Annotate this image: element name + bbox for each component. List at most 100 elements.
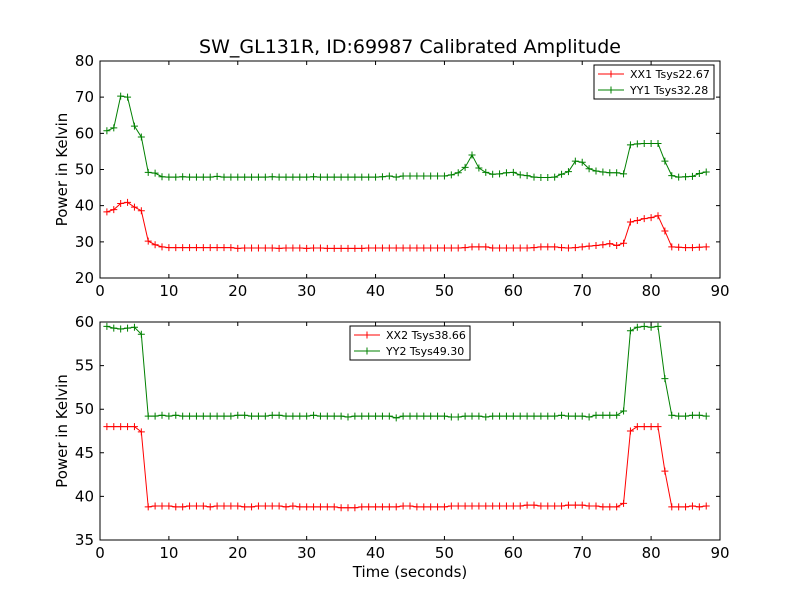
data-point	[227, 173, 235, 181]
data-point	[282, 503, 290, 511]
x-tick-label: 40	[366, 544, 385, 562]
data-point	[124, 324, 132, 332]
x-tick-label: 50	[435, 282, 454, 300]
data-point	[516, 502, 524, 510]
data-point	[206, 173, 214, 181]
data-point	[661, 227, 669, 235]
figure-title: SW_GL131R, ID:69987 Calibrated Amplitude	[199, 36, 621, 58]
data-point	[103, 208, 111, 216]
data-point	[647, 214, 655, 222]
data-point	[668, 243, 676, 251]
data-point	[427, 503, 435, 511]
data-point	[303, 503, 311, 511]
data-point	[358, 503, 366, 511]
data-point	[337, 244, 345, 252]
data-point	[110, 124, 118, 132]
data-point	[248, 244, 256, 252]
data-point	[268, 411, 276, 419]
legend: XX2 Tsys38.66 YY2 Tsys49.30	[349, 325, 471, 361]
data-point	[461, 412, 469, 420]
data-point	[165, 502, 173, 510]
data-point	[571, 244, 579, 252]
data-point	[475, 243, 483, 251]
data-point	[427, 244, 435, 252]
y-axis-label: Power in Kelvin	[53, 113, 71, 227]
data-point	[633, 323, 641, 331]
data-point	[620, 239, 628, 247]
data-point	[620, 499, 628, 507]
data-point	[406, 502, 414, 510]
data-point	[633, 140, 641, 148]
data-point	[509, 168, 517, 176]
y-tick-label: 40	[75, 487, 94, 505]
data-point	[254, 502, 262, 510]
data-point	[454, 244, 462, 252]
data-point	[551, 412, 559, 420]
y-tick-label: 40	[75, 197, 94, 215]
data-point	[578, 243, 586, 251]
data-point	[254, 412, 262, 420]
data-point	[351, 412, 359, 420]
data-point	[144, 168, 152, 176]
data-point	[296, 412, 304, 420]
data-point	[606, 169, 614, 177]
top-plot: 0 10 20 30 40 50 60 70 80 90 20 30 40 50 60 70 80 Power i…	[53, 52, 730, 300]
x-tick-label: 90	[710, 544, 729, 562]
data-point	[475, 164, 483, 172]
data-point	[275, 244, 283, 252]
data-point	[261, 173, 269, 181]
data-point	[496, 244, 504, 252]
data-point	[647, 139, 655, 147]
data-point	[310, 244, 318, 252]
data-point	[420, 172, 428, 180]
data-point	[544, 243, 552, 251]
bottom-plot: 0 10 20 30 40 50 60 70 80 90 35 40 45 50 55 60 Power in …	[53, 313, 730, 581]
x-tick-label: 60	[504, 282, 523, 300]
data-point	[675, 243, 683, 251]
data-point	[227, 412, 235, 420]
data-point	[496, 170, 504, 178]
data-point	[241, 173, 249, 181]
data-point	[124, 93, 132, 101]
data-point	[592, 411, 600, 419]
data-point	[179, 244, 187, 252]
data-point	[289, 412, 297, 420]
data-point	[675, 412, 683, 420]
y-tick-label: 70	[75, 88, 94, 106]
data-point	[303, 244, 311, 252]
data-point	[137, 207, 145, 215]
data-point	[124, 423, 132, 431]
data-point	[192, 173, 200, 181]
data-point	[440, 244, 448, 252]
data-point	[316, 173, 324, 181]
data-point	[234, 244, 242, 252]
x-tick-label: 70	[573, 282, 592, 300]
data-point	[316, 244, 324, 252]
data-point	[372, 244, 380, 252]
data-point	[330, 244, 338, 252]
legend-marker	[363, 331, 371, 339]
data-point	[496, 502, 504, 510]
data-point	[227, 244, 235, 252]
data-point	[213, 412, 221, 420]
data-point	[558, 244, 566, 252]
data-point	[151, 241, 159, 249]
x-tick-label: 0	[95, 282, 105, 300]
data-point	[130, 203, 138, 211]
data-point	[682, 173, 690, 181]
data-point	[372, 412, 380, 420]
data-point	[668, 172, 676, 180]
data-point	[172, 173, 180, 181]
data-point	[688, 172, 696, 180]
data-point	[303, 412, 311, 420]
data-point	[688, 411, 696, 419]
data-point	[296, 173, 304, 181]
data-point	[626, 427, 634, 435]
data-point	[654, 322, 662, 330]
data-point	[117, 199, 125, 207]
legend-label: XX1 Tsys22.67	[630, 68, 710, 81]
data-point	[261, 412, 269, 420]
y-tick-label: 60	[75, 313, 94, 331]
legend: XX1 Tsys22.67 YY1 Tsys32.28	[593, 64, 715, 100]
